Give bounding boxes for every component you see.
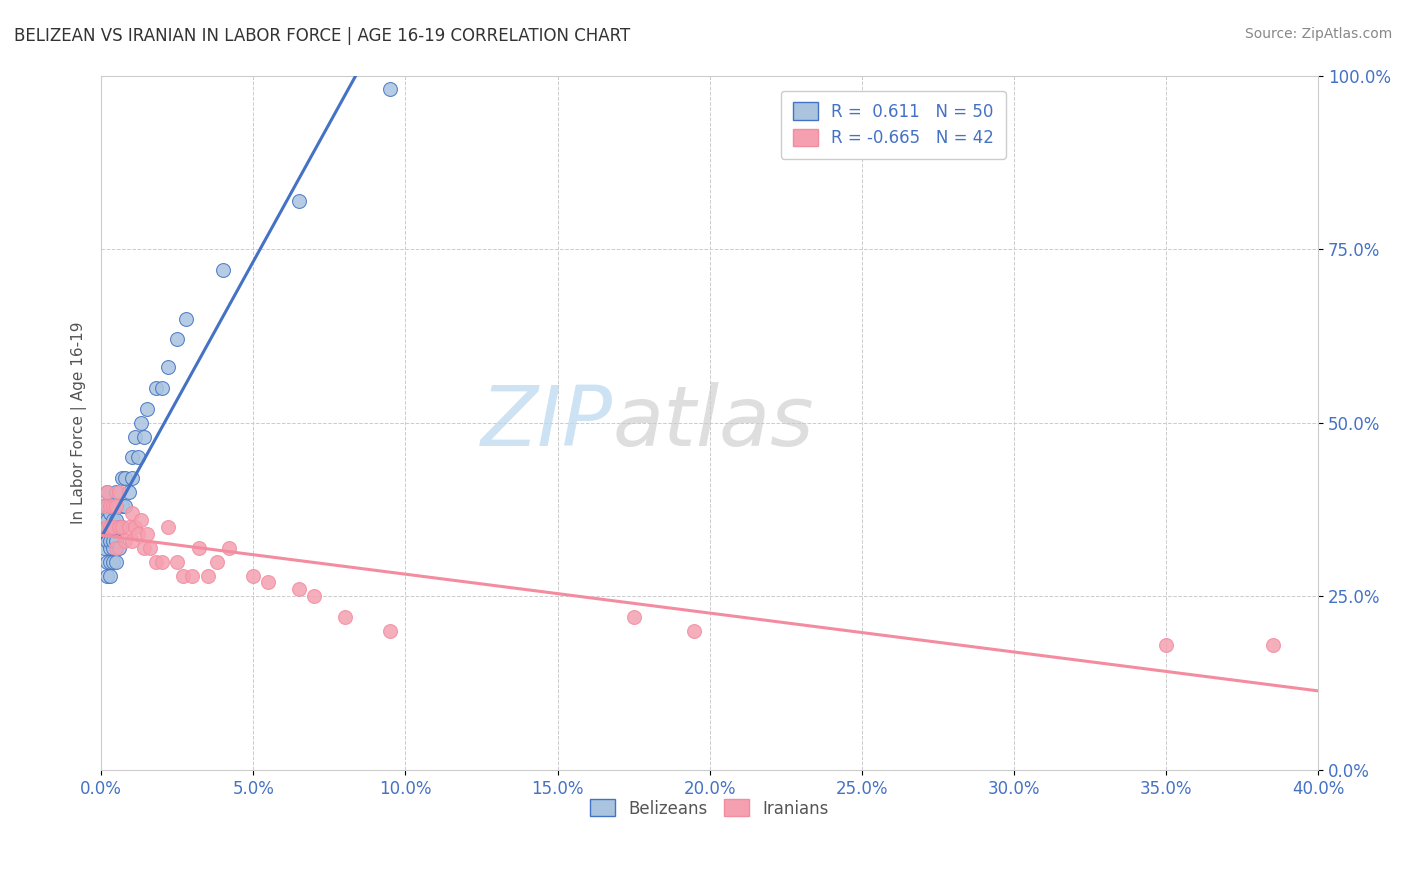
Point xyxy=(121,506,143,520)
Point xyxy=(135,527,157,541)
Point xyxy=(105,499,128,513)
Point xyxy=(121,533,143,548)
Point xyxy=(98,520,121,534)
Point xyxy=(111,499,134,513)
Point xyxy=(96,533,118,548)
Point xyxy=(302,590,325,604)
Point xyxy=(129,513,152,527)
Point xyxy=(166,333,188,347)
Point xyxy=(157,360,180,375)
Point xyxy=(333,610,356,624)
Point xyxy=(166,555,188,569)
Point xyxy=(124,520,146,534)
Point xyxy=(98,568,121,582)
Point xyxy=(1154,638,1177,652)
Point xyxy=(114,533,136,548)
Point xyxy=(103,499,125,513)
Point xyxy=(98,541,121,555)
Point xyxy=(105,485,128,500)
Point xyxy=(187,541,209,555)
Point xyxy=(623,610,645,624)
Point xyxy=(108,485,131,500)
Point xyxy=(197,568,219,582)
Point xyxy=(181,568,204,582)
Point xyxy=(96,499,118,513)
Point xyxy=(111,471,134,485)
Point xyxy=(132,541,155,555)
Point xyxy=(103,555,125,569)
Point xyxy=(93,513,115,527)
Point xyxy=(135,401,157,416)
Point xyxy=(172,568,194,582)
Point xyxy=(96,513,118,527)
Point xyxy=(105,541,128,555)
Point xyxy=(205,555,228,569)
Text: Source: ZipAtlas.com: Source: ZipAtlas.com xyxy=(1244,27,1392,41)
Point xyxy=(380,82,402,96)
Point xyxy=(129,416,152,430)
Point xyxy=(124,430,146,444)
Point xyxy=(150,555,173,569)
Point xyxy=(105,513,128,527)
Point xyxy=(103,541,125,555)
Point xyxy=(132,430,155,444)
Point xyxy=(211,263,233,277)
Point xyxy=(117,520,139,534)
Point xyxy=(98,555,121,569)
Point xyxy=(105,533,128,548)
Point xyxy=(96,485,118,500)
Point xyxy=(93,499,115,513)
Text: BELIZEAN VS IRANIAN IN LABOR FORCE | AGE 16-19 CORRELATION CHART: BELIZEAN VS IRANIAN IN LABOR FORCE | AGE… xyxy=(14,27,630,45)
Point xyxy=(108,520,131,534)
Y-axis label: In Labor Force | Age 16-19: In Labor Force | Age 16-19 xyxy=(72,321,87,524)
Point xyxy=(93,520,115,534)
Point xyxy=(127,527,149,541)
Text: atlas: atlas xyxy=(613,383,814,463)
Point xyxy=(288,582,311,597)
Point xyxy=(98,533,121,548)
Point xyxy=(96,568,118,582)
Point xyxy=(380,624,402,639)
Point xyxy=(93,527,115,541)
Point xyxy=(683,624,706,639)
Point xyxy=(288,194,311,208)
Point xyxy=(117,485,139,500)
Point xyxy=(121,450,143,465)
Point xyxy=(93,499,115,513)
Point xyxy=(1261,638,1284,652)
Point xyxy=(111,520,134,534)
Point xyxy=(103,520,125,534)
Point xyxy=(150,381,173,395)
Point xyxy=(98,520,121,534)
Point xyxy=(145,555,167,569)
Point xyxy=(103,499,125,513)
Point xyxy=(157,520,180,534)
Point xyxy=(108,541,131,555)
Point xyxy=(114,471,136,485)
Point xyxy=(145,381,167,395)
Point xyxy=(108,520,131,534)
Point xyxy=(96,485,118,500)
Point xyxy=(242,568,264,582)
Point xyxy=(176,311,198,326)
Point xyxy=(93,541,115,555)
Point xyxy=(103,533,125,548)
Point xyxy=(98,499,121,513)
Legend: Belizeans, Iranians: Belizeans, Iranians xyxy=(583,793,835,824)
Point xyxy=(127,450,149,465)
Point xyxy=(96,555,118,569)
Point xyxy=(96,520,118,534)
Point xyxy=(139,541,162,555)
Text: ZIP: ZIP xyxy=(481,383,613,463)
Point xyxy=(114,499,136,513)
Point xyxy=(103,513,125,527)
Point xyxy=(121,471,143,485)
Point xyxy=(98,506,121,520)
Point xyxy=(111,520,134,534)
Point xyxy=(257,575,280,590)
Point xyxy=(218,541,240,555)
Point xyxy=(96,520,118,534)
Point xyxy=(105,555,128,569)
